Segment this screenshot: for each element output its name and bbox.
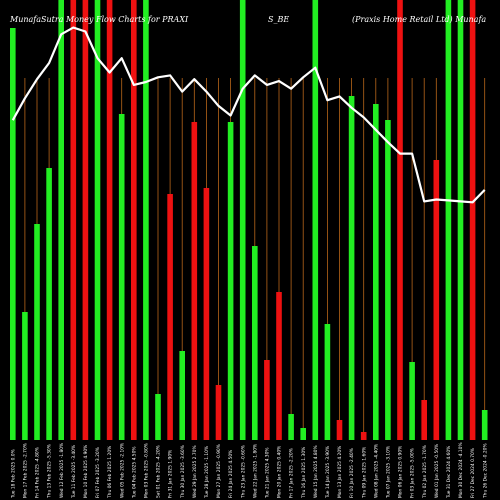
volume-bar [239, 0, 246, 440]
volume-bar [10, 28, 16, 440]
volume-bar [203, 188, 210, 440]
x-tick-label: Wed 05 Feb 2025 -2.10% [119, 443, 125, 498]
x-tick-label: Wed 15 Jan 2025 4.80% [313, 445, 319, 498]
volume-bar [179, 351, 185, 440]
volume-bar [360, 432, 367, 440]
volume-bar [58, 0, 64, 440]
x-tick-label: Thu 09 Jan 2025 1.60% [361, 447, 367, 499]
chart-title-left: MunafaSutra Money Flow Charts for PRAXI [9, 15, 189, 24]
bar-layer [10, 0, 488, 440]
volume-bar [118, 114, 125, 440]
x-tick-label: Thu 13 Feb 2025 -5.30% [47, 444, 53, 499]
x-tick-label: Tue 07 Jan 2025 -3.10% [386, 446, 392, 499]
x-tick-label: Thu 16 Jan 2025 1.30% [301, 447, 307, 499]
volume-bar [252, 246, 258, 440]
x-tick-label: Mon 20 Jan 2025 0.40% [277, 446, 283, 498]
x-tick-label: Mon 30 Dec 2024 -4.10% [458, 442, 464, 498]
x-tick-label: Thu 06 Feb 2025 1.20% [107, 446, 113, 499]
x-tick-label: Mon 13 Jan 2025 4.20% [337, 446, 343, 498]
x-tick-label: Fri 27 Dec 2024 0.70% [470, 448, 476, 498]
volume-bar [312, 0, 319, 440]
x-tick-label: Tue 21 Jan 2025 4.30% [265, 447, 271, 499]
x-tick-label: Tue 18 Feb 2025 0.0% [10, 449, 16, 499]
volume-bar [421, 400, 427, 440]
volume-bar [373, 104, 379, 440]
volume-bar [22, 312, 28, 440]
volume-bar [397, 0, 403, 440]
chart-title-company: (Praxis Home Retail Ltd) Munafa [352, 15, 486, 24]
volume-bar [469, 0, 476, 440]
volume-bar [409, 362, 415, 440]
volume-bar [143, 0, 149, 440]
volume-bar [336, 420, 343, 440]
x-tick-label: Wed 08 Jan 2025 -4.40% [373, 444, 379, 498]
volume-bar [34, 224, 40, 440]
volume-bar [70, 0, 77, 440]
x-tick-label: Fri 24 Jan 2025 4.50% [228, 450, 234, 498]
x-tick-label: Mon 27 Jan 2025 -0.90% [216, 444, 222, 498]
volume-bar [481, 410, 488, 440]
volume-bar [264, 360, 270, 440]
x-tick-label: Fri 03 Jan 2025 -5.00% [410, 448, 416, 498]
x-tick-label: Wed 29 Jan 2025 2.70% [192, 445, 198, 498]
x-tick-label: Fri 31 Jan 2025 1.90% [168, 450, 174, 498]
x-tick-label: Wed 01 Jan 2025 -0.50% [434, 444, 440, 498]
x-tick-label: Tue 31 Dec 2024 4.60% [446, 446, 452, 499]
volume-bar [155, 394, 161, 440]
volume-bar [348, 96, 355, 440]
volume-bar [276, 292, 282, 440]
volume-bar [82, 0, 89, 440]
x-tick-label: Fri 07 Feb 2025 -3.20% [95, 447, 101, 498]
price-line [11, 26, 486, 204]
x-tick-label: Mon 06 Jan 2025 0.90% [398, 446, 404, 498]
x-tick-labels: Tue 18 Feb 2025 0.0% Mon 17 Feb 2025 -2.7… [10, 442, 488, 499]
x-tick-label: Fri 14 Feb 2025 -4.80% [35, 447, 41, 498]
volume-bar [167, 194, 173, 440]
volume-bar [288, 414, 294, 440]
volume-bar [457, 0, 464, 440]
x-tick-label: Thu 26 Dec 2024 -0.20% [482, 443, 488, 499]
x-tick-label: Tue 28 Jan 2025 -1.10% [204, 446, 210, 499]
volume-bar [131, 0, 137, 440]
volume-bar [215, 385, 222, 440]
x-tick-label: Mon 03 Feb 2025 -0.80% [144, 443, 150, 498]
x-tick-label: Sat 01 Feb 2025 -4.20% [156, 445, 162, 498]
volume-bar [324, 324, 331, 440]
x-tick-label: Tue 04 Feb 2025 4.50% [131, 446, 137, 499]
x-tick-label: Tue 14 Jan 2025 -3.90% [325, 446, 331, 499]
x-tick-label: Tue 11 Feb 2025 -3.40% [71, 445, 77, 499]
x-tick-label: Fri 10 Jan 2025 -2.40% [349, 448, 355, 498]
x-tick-label: Thu 30 Jan 2025 -3.60% [180, 445, 186, 499]
chart-title-symbol: S_BE [268, 15, 289, 24]
x-tick-label: Thu 02 Jan 2025 -1.70% [422, 445, 428, 499]
x-tick-label: Mon 10 Feb 2025 4.90% [83, 445, 89, 498]
volume-bar [94, 0, 101, 440]
volume-bar [227, 122, 234, 440]
x-tick-label: Wed 22 Jan 2025 -1.80% [252, 444, 258, 498]
volume-bar [385, 120, 391, 440]
volume-bar [46, 168, 52, 440]
volume-bar [106, 0, 113, 440]
x-tick-label: Fri 17 Jan 2025 -2.20% [289, 448, 295, 498]
x-tick-label: Mon 17 Feb 2025 -2.70% [23, 443, 29, 498]
x-tick-label: Thu 23 Jan 2025 -0.60% [240, 445, 246, 499]
x-tick-label: Wed 12 Feb 2025 -1.80% [59, 443, 65, 498]
volume-bar [445, 0, 452, 440]
volume-bar [433, 160, 440, 440]
volume-bar [191, 122, 198, 440]
volume-bar [300, 428, 306, 440]
